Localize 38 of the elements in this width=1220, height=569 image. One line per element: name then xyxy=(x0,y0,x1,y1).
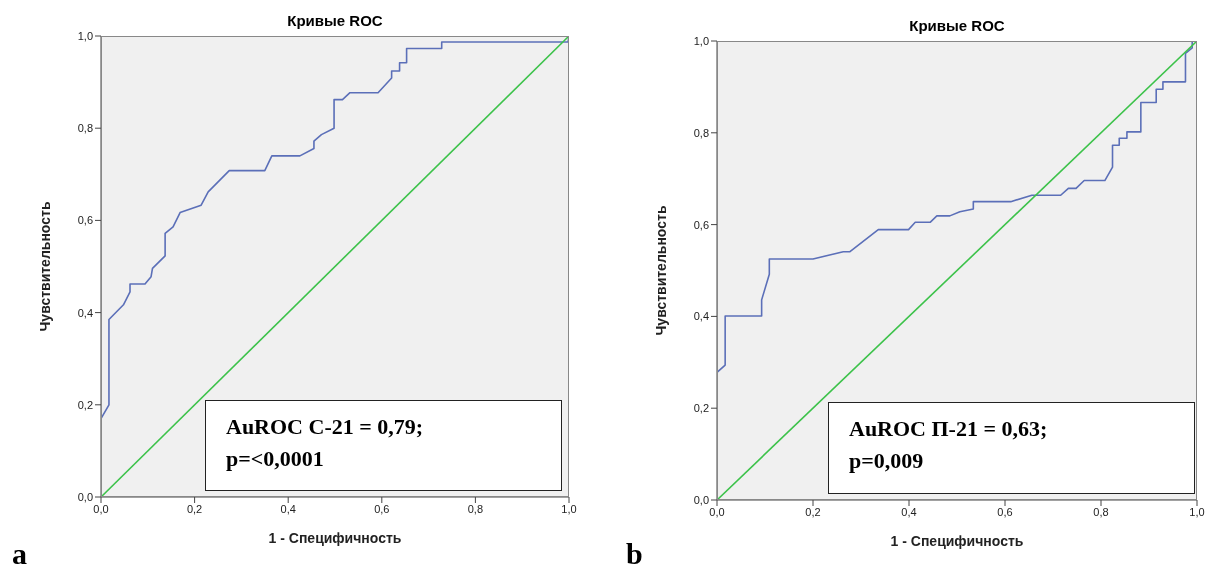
annotation: AuROC С-21 = 0,79; xyxy=(226,413,425,441)
y-axis-title: Чувствительность xyxy=(652,205,669,336)
y-tick-label: 0,4 xyxy=(77,306,93,319)
x-tick-label: 0,4 xyxy=(280,502,296,515)
y-tick-label: 0,0 xyxy=(77,490,93,503)
x-tick-label: 0,0 xyxy=(93,502,109,515)
y-axis-title: Чувствительность xyxy=(36,201,53,332)
text: b xyxy=(626,537,643,569)
y-tick-label: 0,6 xyxy=(77,214,93,227)
x-tick-label: 0,2 xyxy=(805,505,821,518)
y-tick-label: 0,8 xyxy=(693,126,709,139)
x-tick-label: 0,8 xyxy=(467,502,484,515)
x-tick-label: 0,4 xyxy=(901,505,917,518)
x-axis-title: 1 - Специфичность xyxy=(268,530,402,546)
y-tick-label: 1,0 xyxy=(693,34,709,47)
x-tick-label: 1,0 xyxy=(561,502,577,515)
annotation: p=<0,0001 xyxy=(226,445,325,473)
y-tick-label: 1,0 xyxy=(77,29,93,42)
x-tick-label: 0,2 xyxy=(186,502,203,515)
y-tick-label: 0,6 xyxy=(693,218,709,231)
chart-title: Кривые ROC xyxy=(908,17,1006,34)
x-axis-title: 1 - Специфичность xyxy=(890,533,1024,549)
annotation: p=0,009 xyxy=(849,447,925,475)
y-tick-label: 0,4 xyxy=(693,310,709,323)
x-tick-label: 0,0 xyxy=(709,505,725,518)
y-tick-label: 0,0 xyxy=(693,493,709,506)
annotation: AuROC П-21 = 0,63; xyxy=(849,415,1049,443)
chart-title: Кривые ROC xyxy=(286,12,384,29)
x-tick-label: 0,8 xyxy=(1093,505,1109,518)
text-box: AuROC П-21 = 0,63; p=0,009 xyxy=(828,402,1195,494)
x-tick-label: 0,6 xyxy=(997,505,1013,518)
y-tick-label: 0,2 xyxy=(693,402,709,415)
text: a xyxy=(12,537,27,569)
text-box: AuROC С-21 = 0,79; p=<0,0001 xyxy=(205,400,562,491)
y-tick-label: 0,8 xyxy=(77,122,93,135)
y-tick-label: 0,2 xyxy=(77,398,93,411)
x-tick-label: 1,0 xyxy=(1189,505,1205,518)
x-tick-label: 0,6 xyxy=(374,502,390,515)
